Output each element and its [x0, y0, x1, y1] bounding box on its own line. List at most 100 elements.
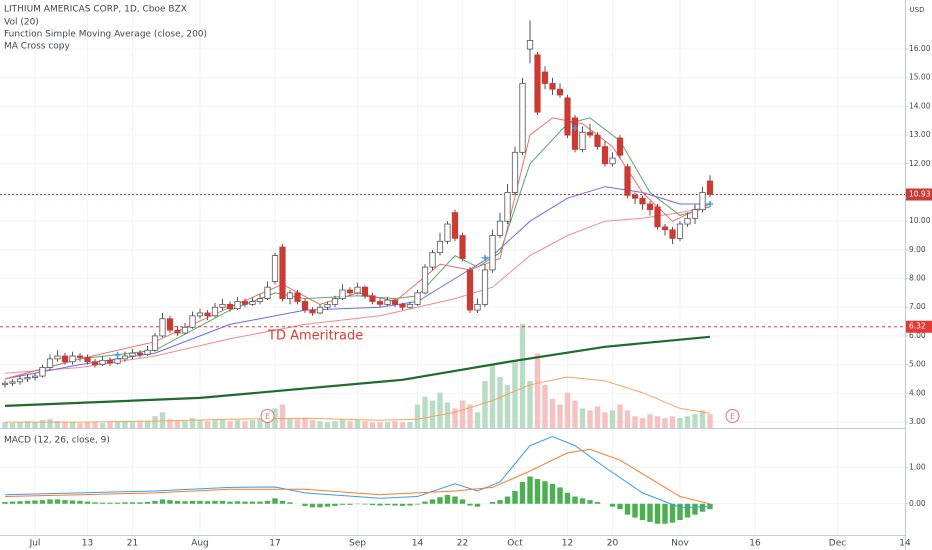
macd-histogram-bar: [489, 501, 496, 504]
volume-bar: [309, 420, 316, 428]
volume-bar: [332, 421, 338, 428]
volume-bar: [707, 414, 713, 428]
y-tick-label: 14.00: [909, 101, 931, 110]
candle-body: [369, 295, 376, 302]
candle-body: [1, 382, 9, 386]
volume-bar: [354, 420, 361, 428]
volume-bar: [99, 423, 106, 428]
candle-body: [466, 269, 474, 311]
macd-histogram-bar: [444, 495, 451, 504]
candle-body: [354, 286, 361, 294]
volume-bar: [662, 418, 668, 428]
volume-bar: [504, 384, 511, 428]
macd-histogram-bar: [707, 503, 713, 510]
volume-bar: [144, 421, 151, 428]
macd-histogram-bar: [624, 503, 631, 515]
macd-histogram-bar: [654, 503, 661, 524]
macd-histogram-bar: [2, 501, 8, 504]
candle-body: [76, 355, 84, 358]
cross-marker: [114, 351, 121, 358]
candle-body: [451, 212, 459, 239]
candle-body: [429, 252, 436, 268]
volume-bar: [384, 422, 391, 428]
candle-body: [271, 255, 279, 282]
candle-body: [496, 220, 504, 236]
macd-histogram-bar: [362, 503, 368, 505]
volume-bar: [669, 416, 676, 428]
volume-bar: [62, 422, 68, 428]
volume-bar: [579, 408, 586, 428]
candle-body: [189, 315, 196, 328]
macd-histogram-bar: [369, 503, 376, 506]
candle-body: [391, 299, 399, 305]
candle-body: [384, 299, 391, 305]
volume-bar: [399, 422, 406, 428]
volume-bar: [369, 422, 376, 428]
volume-bar: [249, 420, 256, 428]
macd-histogram-bar: [437, 497, 443, 504]
candle-body: [489, 235, 496, 271]
volume-bar: [339, 419, 346, 428]
candle-body: [579, 131, 586, 150]
macd-histogram-bar: [197, 500, 203, 504]
macd-histogram-bar: [219, 500, 226, 504]
macd-histogram-bar: [399, 503, 406, 506]
macd-histogram-bar: [62, 500, 68, 504]
volume-bar: [429, 400, 436, 428]
macd-histogram-bar: [99, 502, 106, 504]
y-tick-label: 15.00: [909, 73, 931, 82]
candle-body: [114, 358, 121, 364]
candle-body: [609, 157, 616, 165]
macd-histogram-bar: [272, 498, 278, 504]
volume-bar: [167, 419, 173, 428]
macd-histogram-bar: [459, 499, 466, 504]
macd-histogram-bar: [579, 498, 586, 504]
volume-bar: [189, 418, 196, 428]
candle-body: [511, 151, 519, 193]
macd-histogram-bar: [69, 500, 76, 504]
macd-histogram-bar: [617, 503, 623, 510]
candle-body: [474, 303, 481, 311]
candle-body: [669, 229, 676, 239]
candle-body: [526, 40, 534, 50]
volume-bar: [647, 414, 653, 428]
macd-histogram-bar: [92, 502, 98, 504]
candle-body: [99, 359, 106, 366]
candle-body: [631, 194, 639, 199]
macd-histogram-bar: [429, 499, 436, 504]
price-label-box: [906, 320, 932, 333]
price-label-box: [906, 188, 932, 201]
volume-bar: [182, 421, 188, 428]
volume-bar: [684, 416, 691, 428]
volume-bar: [69, 422, 76, 428]
candle-body: [654, 206, 661, 228]
x-tick-label: 12: [562, 539, 573, 549]
y-tick-label: 13.00: [909, 130, 931, 139]
x-tick-label: Nov: [671, 539, 689, 549]
candle-body: [309, 309, 316, 314]
macd-histogram-bar: [54, 499, 61, 504]
candle-body: [31, 375, 39, 378]
candle-body: [234, 301, 241, 310]
y-tick-label: 10.00: [909, 216, 931, 225]
volume-bar: [17, 422, 23, 428]
candle-body: [594, 134, 601, 147]
x-tick-label: 14: [899, 539, 911, 549]
macd-histogram-bar: [257, 501, 263, 504]
price-label: 10.93: [909, 189, 931, 198]
candle-body: [481, 269, 489, 305]
candle-body: [504, 192, 511, 222]
candle-body: [9, 381, 16, 384]
candle-body: [316, 306, 324, 314]
macd-histogram-bar: [122, 502, 128, 504]
macd-histogram-bar: [639, 503, 646, 521]
macd-histogram-bar: [249, 501, 256, 504]
candle-body: [106, 359, 114, 364]
candle-body: [196, 312, 204, 317]
earnings-marker: [725, 409, 740, 423]
volume-bar: [617, 404, 623, 428]
macd-histogram-bar: [632, 503, 638, 518]
volume-bar: [242, 421, 248, 428]
candle-body: [151, 335, 159, 351]
volume-bar: [137, 422, 143, 428]
